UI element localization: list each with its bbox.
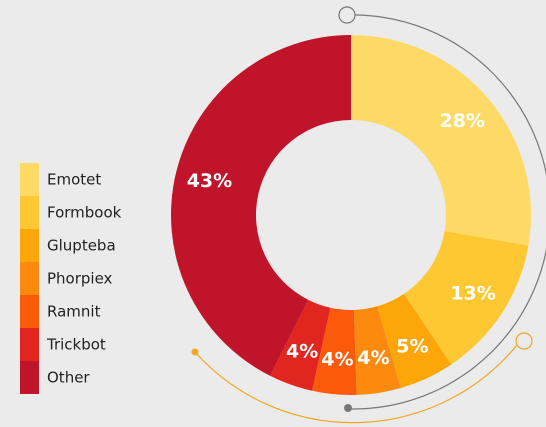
decor-circle [338, 6, 356, 24]
legend-label: Formbook [47, 204, 122, 222]
legend-swatch [20, 229, 39, 262]
decor-dot [344, 404, 352, 412]
legend-label: Other [47, 369, 90, 387]
legend-label: Trickbot [46, 336, 106, 354]
legend-swatch [20, 196, 39, 229]
slice [270, 299, 331, 391]
legend-swatch [20, 361, 39, 394]
legend-swatch [20, 163, 39, 196]
decor-arc [194, 344, 518, 424]
decor-circle [515, 332, 533, 350]
slice [353, 306, 401, 395]
legend-swatch [20, 328, 39, 361]
data-label: 4% [286, 341, 318, 363]
slice [312, 307, 357, 396]
data-label: 28% [440, 110, 485, 132]
data-label: 13% [450, 283, 495, 305]
data-label: 43% [187, 170, 232, 192]
slice [403, 231, 529, 365]
legend-label: Glupteba [47, 237, 116, 255]
slice [171, 35, 351, 376]
legend-swatch [20, 295, 39, 328]
legend-label: Phorpiex [47, 270, 113, 288]
legend-label: Emotet [47, 171, 101, 189]
data-label: 4% [321, 348, 353, 370]
decor-arc [350, 14, 546, 410]
slice [351, 35, 531, 246]
data-label: 4% [357, 347, 389, 369]
legend-label: Ramnit [47, 303, 101, 321]
decor-dot [191, 348, 199, 356]
legend-swatch [20, 262, 39, 295]
data-label: 5% [396, 335, 428, 357]
slice [377, 293, 452, 388]
